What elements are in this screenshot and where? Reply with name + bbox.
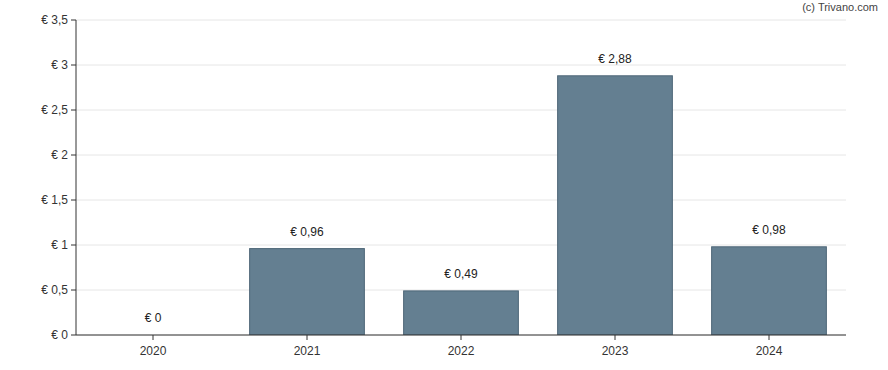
y-tick — [71, 110, 76, 111]
x-tick-label: 2021 — [294, 344, 321, 358]
data-label: € 0,96 — [290, 225, 324, 239]
bars — [250, 76, 827, 335]
y-tick-label: € 0,5 — [41, 283, 68, 297]
y-tick — [71, 20, 76, 21]
y-tick-label: € 1 — [51, 238, 68, 252]
y-tick-label: € 0 — [51, 328, 68, 342]
x-tick-label: 2020 — [140, 344, 167, 358]
y-tick — [71, 65, 76, 66]
y-tick-label: € 3 — [51, 58, 68, 72]
grid-line — [76, 65, 846, 66]
chart: € 0 € 0,5 € 1 € 1,5 € 2 € 2,5 € 3 € 3,5 € 0 € 0,9… — [0, 0, 888, 370]
x-tick-label: 2022 — [448, 344, 475, 358]
x-tick — [307, 335, 308, 340]
y-tick-label: € 2 — [51, 148, 68, 162]
x-tick-label: 2024 — [756, 344, 783, 358]
x-tick — [615, 335, 616, 340]
y-tick — [71, 335, 76, 336]
grid-line — [76, 20, 846, 21]
y-tick — [71, 245, 76, 246]
y-tick — [71, 155, 76, 156]
data-label: € 0,49 — [444, 267, 478, 281]
bar — [404, 291, 519, 335]
y-axis — [76, 20, 77, 335]
grid-line — [76, 155, 846, 156]
grid-line — [76, 110, 846, 111]
grid-line — [76, 245, 846, 246]
x-tick — [153, 335, 154, 340]
data-label: € 0 — [145, 311, 162, 325]
annotation: (c) Trivano.com — [802, 1, 878, 13]
data-label: € 0,98 — [752, 223, 786, 237]
y-tick-label: € 2,5 — [41, 103, 68, 117]
data-label: € 2,88 — [598, 52, 632, 66]
bar — [250, 249, 365, 335]
x-tick — [461, 335, 462, 340]
bar — [712, 247, 827, 335]
y-tick-label: € 3,5 — [41, 13, 68, 27]
y-tick — [71, 200, 76, 201]
grid-line — [76, 200, 846, 201]
x-tick — [769, 335, 770, 340]
x-tick-label: 2023 — [602, 344, 629, 358]
bar — [558, 76, 673, 335]
y-tick — [71, 290, 76, 291]
y-tick-label: € 1,5 — [41, 193, 68, 207]
